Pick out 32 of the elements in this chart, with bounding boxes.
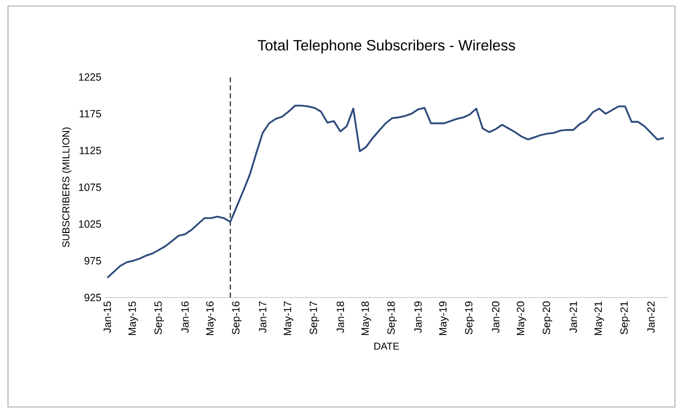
x-tick-label: Jan-17 [259, 302, 266, 333]
y-tick-label: 1175 [80, 110, 102, 118]
x-tick-label: Jan-20 [492, 301, 500, 333]
x-tick-label: May-17 [284, 302, 294, 336]
y-tick-label: 925 [84, 294, 102, 302]
y-axis-title: SUBSCRIBERS (MILLION) [62, 128, 72, 248]
x-tick-label: Jan-18 [336, 301, 344, 333]
x-tick-label: Jan-19 [414, 302, 422, 333]
x-tick-label: May-15 [128, 301, 138, 336]
x-tick-label: Jan-21 [570, 302, 578, 333]
x-tick-label: Sep-20 [542, 301, 552, 334]
x-tick-label: Sep-16 [232, 301, 242, 334]
y-tick-label: 1225 [79, 73, 102, 81]
y-tick-label: 1075 [79, 184, 102, 191]
x-tick-label: May-19 [439, 302, 449, 336]
x-tick-label: May-21 [594, 302, 604, 336]
y-tick-label: 1025 [79, 220, 102, 228]
y-tick-label: 975 [84, 257, 102, 264]
y-tick-label: 1125 [80, 146, 102, 154]
x-tick-label: May-16 [206, 301, 216, 336]
x-tick-label: Sep-19 [465, 302, 475, 334]
chart-title: Total Telephone Subscribers - Wireless [258, 40, 516, 54]
x-tick-label: Jan-16 [181, 301, 189, 333]
x-axis-title: DATE [374, 342, 399, 350]
x-tick-label: May-20 [516, 301, 526, 336]
x-tick-label: Sep-18 [387, 301, 397, 334]
x-tick-label: May-18 [361, 301, 371, 336]
x-tick-label: Sep-21 [620, 302, 630, 334]
x-tick-label: Jan-22 [647, 302, 655, 333]
x-tick-label: Sep-17 [310, 302, 320, 334]
x-tick-label: Jan-15 [104, 301, 112, 333]
x-tick-label: Sep-15 [154, 301, 164, 334]
